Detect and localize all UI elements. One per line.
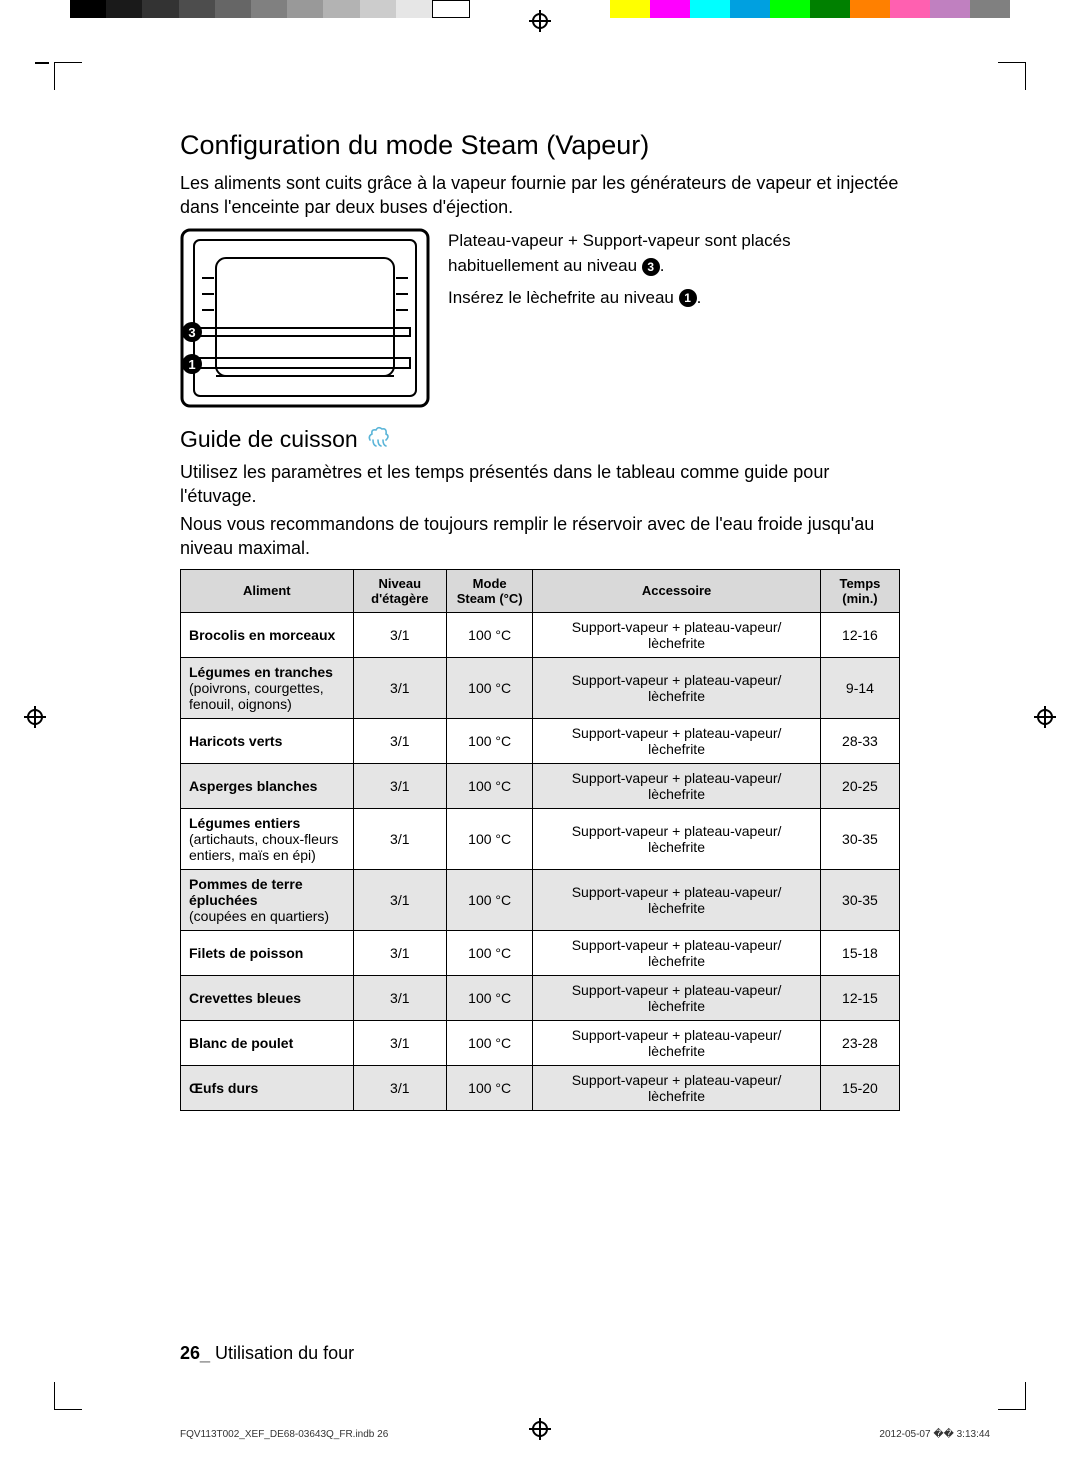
cell-level: 3/1 bbox=[353, 763, 446, 808]
caption-line-2a: Insérez le lèchefrite au niveau bbox=[448, 288, 679, 307]
table-row: Asperges blanches3/1100 °CSupport-vapeur… bbox=[181, 763, 900, 808]
registration-mark-icon bbox=[1034, 706, 1056, 728]
cell-accessory: Support-vapeur + plateau-vapeur/lèchefri… bbox=[533, 612, 821, 657]
table-header: Temps (min.) bbox=[820, 569, 899, 612]
cell-mode: 100 °C bbox=[447, 808, 533, 869]
cell-accessory: Support-vapeur + plateau-vapeur/lèchefri… bbox=[533, 1065, 821, 1110]
print-meta-left: FQV113T002_XEF_DE68-03643Q_FR.indb 26 bbox=[180, 1429, 388, 1440]
cell-food: Crevettes bleues bbox=[181, 975, 354, 1020]
figure-caption: Plateau-vapeur + Support-vapeur sont pla… bbox=[448, 228, 900, 408]
cell-time: 15-20 bbox=[820, 1065, 899, 1110]
cell-time: 23-28 bbox=[820, 1020, 899, 1065]
cell-level: 3/1 bbox=[353, 657, 446, 718]
table-row: Œufs durs3/1100 °CSupport-vapeur + plate… bbox=[181, 1065, 900, 1110]
cell-accessory: Support-vapeur + plateau-vapeur/lèchefri… bbox=[533, 763, 821, 808]
heading-main: Configuration du mode Steam (Vapeur) bbox=[180, 130, 900, 161]
crop-mark bbox=[54, 62, 82, 90]
cell-time: 28-33 bbox=[820, 718, 899, 763]
table-header: Mode Steam (°C) bbox=[447, 569, 533, 612]
cell-mode: 100 °C bbox=[447, 930, 533, 975]
cell-level: 3/1 bbox=[353, 808, 446, 869]
cell-time: 12-16 bbox=[820, 612, 899, 657]
cell-time: 30-35 bbox=[820, 869, 899, 930]
footer-section-name: Utilisation du four bbox=[210, 1343, 354, 1363]
table-header: Aliment bbox=[181, 569, 354, 612]
cell-accessory: Support-vapeur + plateau-vapeur/lèchefri… bbox=[533, 975, 821, 1020]
heading-guide-text: Guide de cuisson bbox=[180, 426, 358, 453]
cell-food: Œufs durs bbox=[181, 1065, 354, 1110]
caption-line-2b: . bbox=[697, 288, 702, 307]
cell-food: Filets de poisson bbox=[181, 930, 354, 975]
cell-mode: 100 °C bbox=[447, 1020, 533, 1065]
cell-mode: 100 °C bbox=[447, 718, 533, 763]
oven-diagram: 3 1 bbox=[180, 228, 430, 408]
crop-mark bbox=[998, 62, 1026, 90]
cell-time: 12-15 bbox=[820, 975, 899, 1020]
print-meta-right: 2012-05-07 �� 3:13:44 bbox=[879, 1429, 990, 1440]
registration-mark-icon bbox=[24, 706, 46, 728]
crop-mark bbox=[998, 1382, 1026, 1410]
cell-level: 3/1 bbox=[353, 975, 446, 1020]
cell-time: 15-18 bbox=[820, 930, 899, 975]
table-row: Crevettes bleues3/1100 °CSupport-vapeur … bbox=[181, 975, 900, 1020]
cell-accessory: Support-vapeur + plateau-vapeur/lèchefri… bbox=[533, 869, 821, 930]
page-body: Configuration du mode Steam (Vapeur) Les… bbox=[180, 130, 900, 1111]
cell-level: 3/1 bbox=[353, 1065, 446, 1110]
table-row: Blanc de poulet3/1100 °CSupport-vapeur +… bbox=[181, 1020, 900, 1065]
table-row: Brocolis en morceaux3/1100 °CSupport-vap… bbox=[181, 612, 900, 657]
cell-food: Légumes en tranches(poivrons, courgettes… bbox=[181, 657, 354, 718]
caption-line-1b: . bbox=[660, 256, 665, 275]
guide-paragraph-1: Utilisez les paramètres et les temps pré… bbox=[180, 460, 900, 509]
guide-paragraph-2: Nous vous recommandons de toujours rempl… bbox=[180, 512, 900, 561]
svg-text:3: 3 bbox=[188, 325, 195, 340]
cell-food: Haricots verts bbox=[181, 718, 354, 763]
cell-time: 20-25 bbox=[820, 763, 899, 808]
table-row: Haricots verts3/1100 °CSupport-vapeur + … bbox=[181, 718, 900, 763]
cell-mode: 100 °C bbox=[447, 612, 533, 657]
cell-mode: 100 °C bbox=[447, 657, 533, 718]
cell-accessory: Support-vapeur + plateau-vapeur/lèchefri… bbox=[533, 930, 821, 975]
cell-level: 3/1 bbox=[353, 1020, 446, 1065]
cell-food: Légumes entiers(artichauts, choux-fleurs… bbox=[181, 808, 354, 869]
cell-accessory: Support-vapeur + plateau-vapeur/lèchefri… bbox=[533, 718, 821, 763]
crop-mark bbox=[54, 1382, 82, 1410]
cell-food: Blanc de poulet bbox=[181, 1020, 354, 1065]
cell-accessory: Support-vapeur + plateau-vapeur/lèchefri… bbox=[533, 657, 821, 718]
cell-level: 3/1 bbox=[353, 869, 446, 930]
cell-level: 3/1 bbox=[353, 718, 446, 763]
cell-mode: 100 °C bbox=[447, 1065, 533, 1110]
cell-level: 3/1 bbox=[353, 930, 446, 975]
intro-paragraph: Les aliments sont cuits grâce à la vapeu… bbox=[180, 171, 900, 220]
cell-mode: 100 °C bbox=[447, 975, 533, 1020]
cell-level: 3/1 bbox=[353, 612, 446, 657]
table-row: Légumes entiers(artichauts, choux-fleurs… bbox=[181, 808, 900, 869]
cell-time: 9-14 bbox=[820, 657, 899, 718]
heading-guide: Guide de cuisson bbox=[180, 426, 900, 454]
table-header: Accessoire bbox=[533, 569, 821, 612]
footer-separator: _ bbox=[200, 1343, 210, 1363]
table-row: Pommes de terre épluchées(coupées en qua… bbox=[181, 869, 900, 930]
registration-mark-icon bbox=[529, 1418, 551, 1440]
cell-accessory: Support-vapeur + plateau-vapeur/lèchefri… bbox=[533, 808, 821, 869]
cell-mode: 100 °C bbox=[447, 763, 533, 808]
page-number: 26 bbox=[180, 1343, 200, 1363]
cooking-guide-table: AlimentNiveau d'étagèreMode Steam (°C)Ac… bbox=[180, 569, 900, 1111]
table-header: Niveau d'étagère bbox=[353, 569, 446, 612]
table-row: Légumes en tranches(poivrons, courgettes… bbox=[181, 657, 900, 718]
steam-icon bbox=[366, 426, 390, 454]
cell-time: 30-35 bbox=[820, 808, 899, 869]
svg-text:1: 1 bbox=[188, 357, 195, 372]
caption-line-1a: Plateau-vapeur + Support-vapeur sont pla… bbox=[448, 231, 791, 276]
table-row: Filets de poisson3/1100 °CSupport-vapeur… bbox=[181, 930, 900, 975]
cell-food: Asperges blanches bbox=[181, 763, 354, 808]
cell-food: Brocolis en morceaux bbox=[181, 612, 354, 657]
cell-food: Pommes de terre épluchées(coupées en qua… bbox=[181, 869, 354, 930]
page-footer: 26_ Utilisation du four bbox=[180, 1343, 354, 1364]
cell-mode: 100 °C bbox=[447, 869, 533, 930]
cell-accessory: Support-vapeur + plateau-vapeur/lèchefri… bbox=[533, 1020, 821, 1065]
level-badge-3: 3 bbox=[642, 258, 660, 276]
level-badge-1: 1 bbox=[679, 289, 697, 307]
registration-mark-icon bbox=[529, 10, 551, 32]
